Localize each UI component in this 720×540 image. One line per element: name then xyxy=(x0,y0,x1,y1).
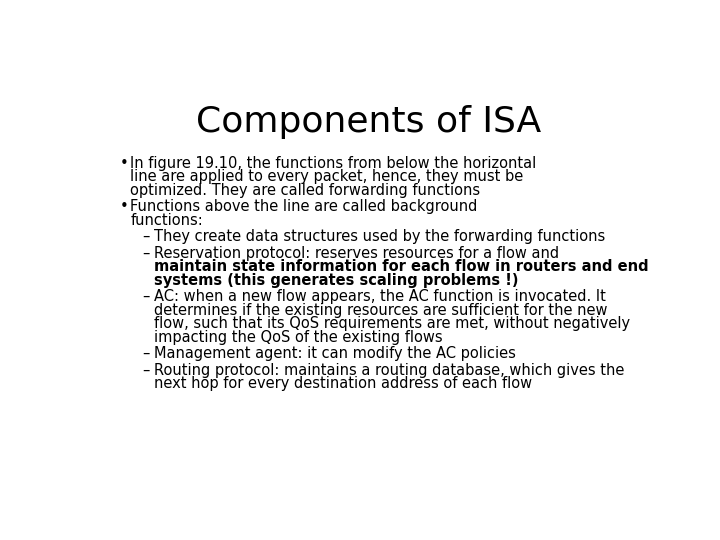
Text: impacting the QoS of the existing flows: impacting the QoS of the existing flows xyxy=(153,330,442,345)
Text: –: – xyxy=(143,246,150,261)
Text: In figure 19.10, the functions from below the horizontal: In figure 19.10, the functions from belo… xyxy=(130,156,536,171)
Text: They create data structures used by the forwarding functions: They create data structures used by the … xyxy=(153,229,605,244)
Text: Routing protocol: maintains a routing database, which gives the: Routing protocol: maintains a routing da… xyxy=(153,363,624,378)
Text: –: – xyxy=(143,363,150,378)
Text: •: • xyxy=(120,199,128,214)
Text: flow, such that its QoS requirements are met, without negatively: flow, such that its QoS requirements are… xyxy=(153,316,630,331)
Text: Components of ISA: Components of ISA xyxy=(197,105,541,139)
Text: next hop for every destination address of each flow: next hop for every destination address o… xyxy=(153,376,531,392)
Text: –: – xyxy=(143,289,150,304)
Text: Management agent: it can modify the AC policies: Management agent: it can modify the AC p… xyxy=(153,346,516,361)
Text: Reservation protocol: reserves resources for a flow and: Reservation protocol: reserves resources… xyxy=(153,246,559,261)
Text: Functions above the line are called background: Functions above the line are called back… xyxy=(130,199,477,214)
Text: –: – xyxy=(143,229,150,244)
Text: maintain state information for each flow in routers and end: maintain state information for each flow… xyxy=(153,259,648,274)
Text: determines if the existing resources are sufficient for the new: determines if the existing resources are… xyxy=(153,303,607,318)
Text: line are applied to every packet, hence, they must be: line are applied to every packet, hence,… xyxy=(130,169,523,184)
Text: AC: when a new flow appears, the AC function is invocated. It: AC: when a new flow appears, the AC func… xyxy=(153,289,606,304)
Text: systems (this generates scaling problems !): systems (this generates scaling problems… xyxy=(153,273,518,288)
Text: optimized. They are called forwarding functions: optimized. They are called forwarding fu… xyxy=(130,183,480,198)
Text: •: • xyxy=(120,156,128,171)
Text: functions:: functions: xyxy=(130,213,203,228)
Text: –: – xyxy=(143,346,150,361)
